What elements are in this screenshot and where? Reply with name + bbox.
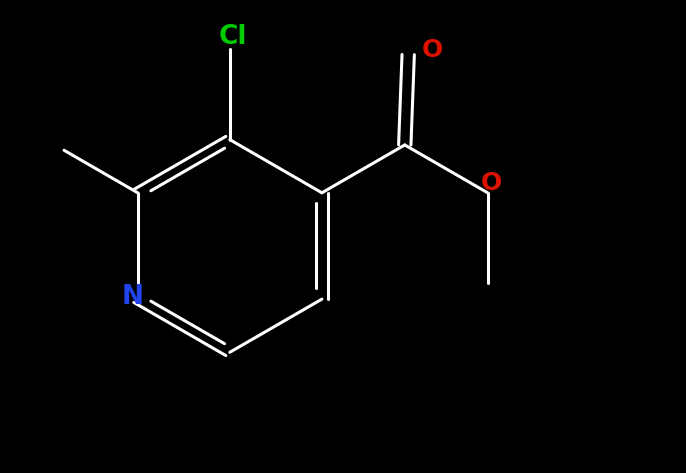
Text: Cl: Cl — [219, 25, 248, 51]
Text: O: O — [422, 38, 443, 62]
Text: O: O — [480, 171, 501, 195]
Text: N: N — [121, 284, 143, 310]
